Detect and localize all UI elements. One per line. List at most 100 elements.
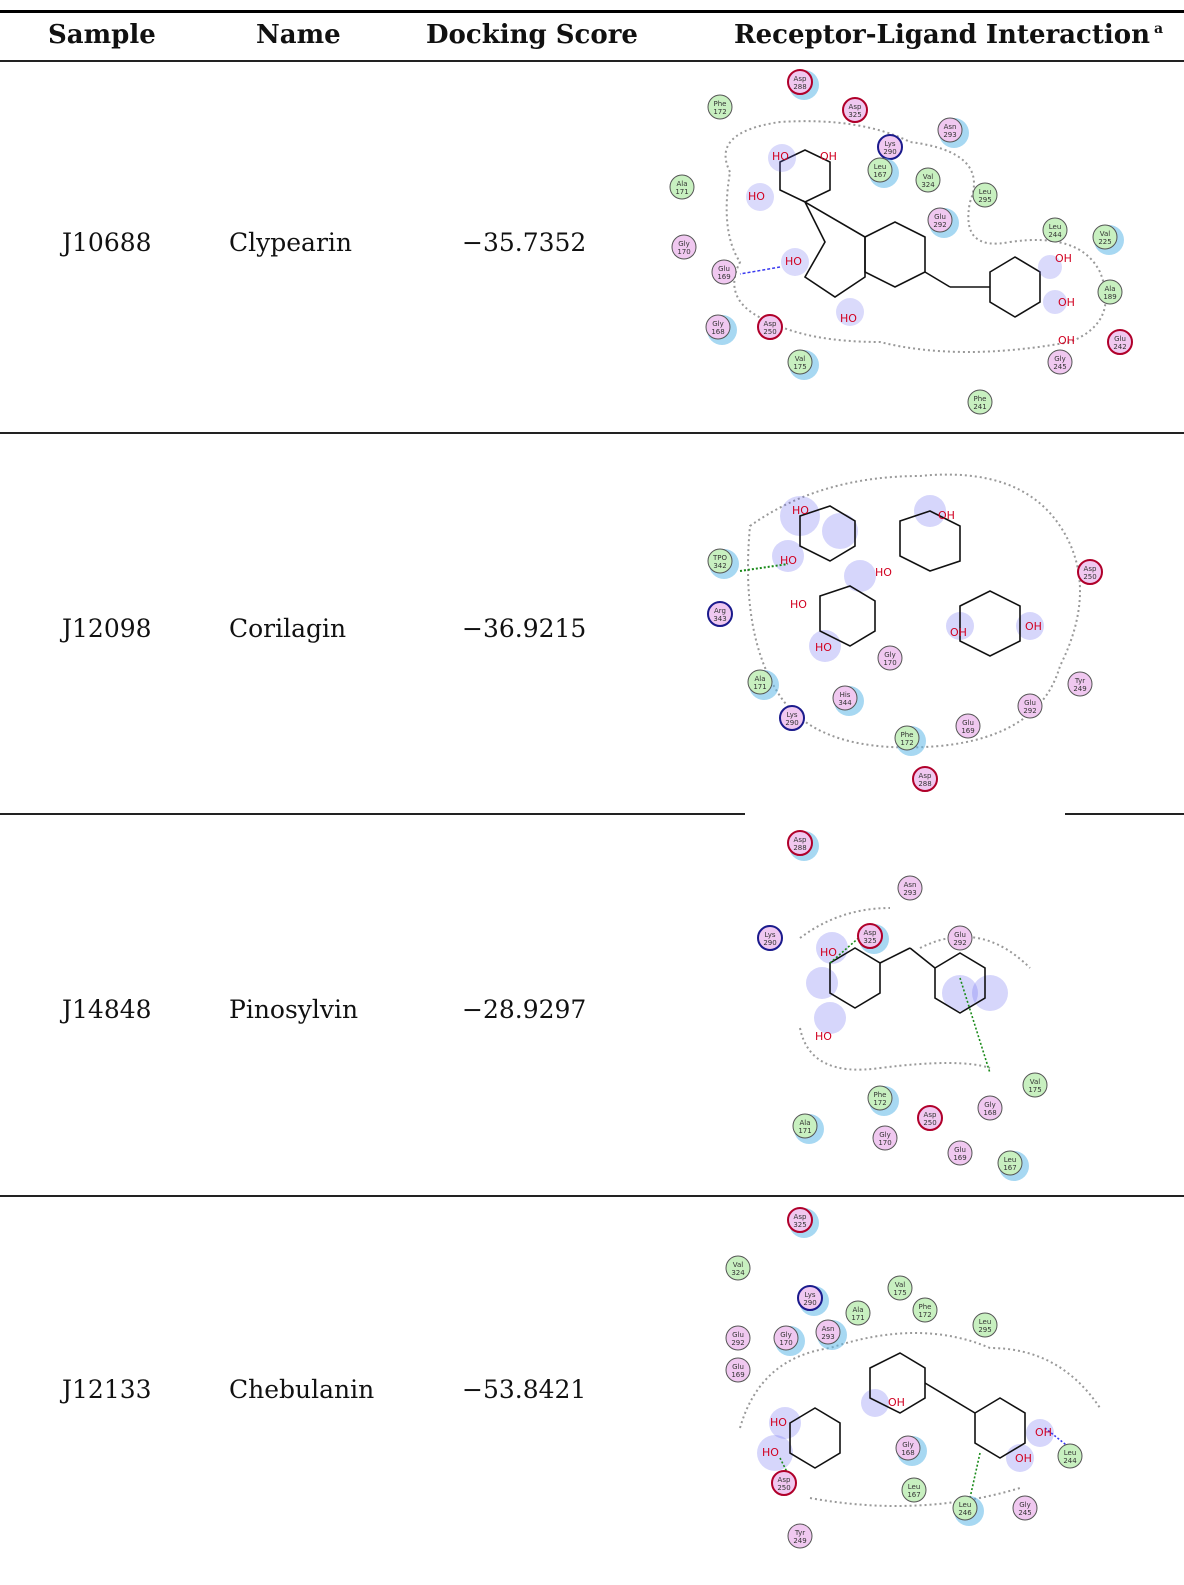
atom-label: OH	[1055, 252, 1072, 265]
residue-number: 342	[713, 562, 726, 570]
row1-diagram-svg: HO OH HO HO HO OH OH OH Asp288Phe172Asp3…	[669, 69, 1133, 415]
residue-name: Asn	[822, 1325, 835, 1333]
ring-a	[779, 149, 831, 203]
residue-name: Asp	[778, 1476, 791, 1484]
residue-number: 324	[731, 1269, 745, 1277]
residue-name: Glu	[732, 1331, 744, 1339]
pocket-outline	[919, 935, 1031, 969]
residue-circle	[972, 1312, 998, 1338]
residue-name: Gly	[984, 1101, 996, 1109]
residue-number: 167	[873, 171, 886, 179]
residue-number: 175	[893, 1289, 906, 1297]
residue-circle	[1077, 559, 1103, 585]
atom-label: HO	[840, 312, 857, 325]
row1-residues: Asp288Phe172Asp325Asn293Lys290Ala171Leu1…	[669, 69, 1133, 415]
atom-label: HO	[748, 190, 765, 203]
residue-name: His	[840, 691, 851, 699]
atom-label: HO	[875, 566, 892, 579]
residue-number: 250	[763, 328, 776, 336]
residue-name: Phe	[974, 395, 987, 403]
residue-name: Ala	[754, 675, 765, 683]
residue-circle	[915, 167, 941, 193]
residue-number: 242	[1113, 343, 1126, 351]
residue-number: 290	[763, 939, 776, 947]
residue-name: Val	[895, 1281, 906, 1289]
residue-circle	[867, 157, 893, 183]
residue-number: 292	[1023, 707, 1036, 715]
residue-name: Glu	[732, 1363, 744, 1371]
row4-residues: Asp325Val324Val175Lys290Ala171Phe172Asn2…	[725, 1207, 1083, 1549]
residue-number: 288	[793, 83, 806, 91]
residue-number: 241	[973, 403, 986, 411]
residue-name: Val	[923, 173, 934, 181]
hbond-line	[739, 266, 781, 275]
residue-circle	[711, 259, 737, 285]
ligand-glow	[757, 1389, 1054, 1472]
residue-circle	[887, 1275, 913, 1301]
residue-circle	[787, 1523, 813, 1549]
header-name: Name	[256, 20, 341, 50]
row2-name: Corilagin	[229, 614, 347, 643]
residue-circle	[787, 349, 813, 375]
residue-circle	[1017, 693, 1043, 719]
residue-name: Gly	[780, 1331, 792, 1339]
header-interaction: Receptor-Ligand Interaction a	[734, 20, 1163, 50]
residue-number: 168	[901, 1449, 914, 1457]
residue-number: 169	[731, 1371, 744, 1379]
residue-circle	[787, 830, 813, 856]
row3-residues: Asp288Asn293Lys290Asp325Glu292Val175Phe1…	[757, 830, 1048, 1181]
residue-circle	[779, 705, 805, 731]
residue-number: 292	[953, 939, 966, 947]
row2-sample: J12098	[62, 614, 152, 643]
residue-circle	[773, 1325, 799, 1351]
row3-bottom-rule-left	[0, 1195, 1184, 1197]
residue-circle	[725, 1357, 751, 1383]
residue-circle	[955, 713, 981, 739]
residue-number: 292	[731, 1339, 744, 1347]
atom-label: HO	[815, 1030, 832, 1043]
residue-circle	[842, 97, 868, 123]
residue-number: 169	[953, 1154, 966, 1162]
residue-circle	[787, 1207, 813, 1233]
residue-circle	[927, 207, 953, 233]
residue-number: 167	[1003, 1164, 1016, 1172]
residue-name: Leu	[959, 1501, 972, 1509]
residue-name: Leu	[979, 1318, 992, 1326]
residue-number: 249	[793, 1537, 806, 1545]
residue-name: Asp	[864, 929, 877, 937]
residue-circle	[792, 1113, 818, 1139]
residue-name: Asp	[794, 75, 807, 83]
residue-name: Glu	[718, 265, 730, 273]
residue-name: Gly	[1019, 1501, 1031, 1509]
residue-circle	[917, 1105, 943, 1131]
residue-number: 172	[900, 739, 913, 747]
residue-circle	[867, 1085, 893, 1111]
residue-name: Glu	[962, 719, 974, 727]
row1-bottom-rule	[0, 432, 1184, 434]
residue-number: 343	[713, 615, 726, 623]
ligand-skeleton	[779, 1352, 1071, 1499]
residue-circle	[757, 314, 783, 340]
residue-circle	[1107, 329, 1133, 355]
header-sample: Sample	[48, 20, 156, 50]
row1-name: Clypearin	[229, 228, 352, 257]
